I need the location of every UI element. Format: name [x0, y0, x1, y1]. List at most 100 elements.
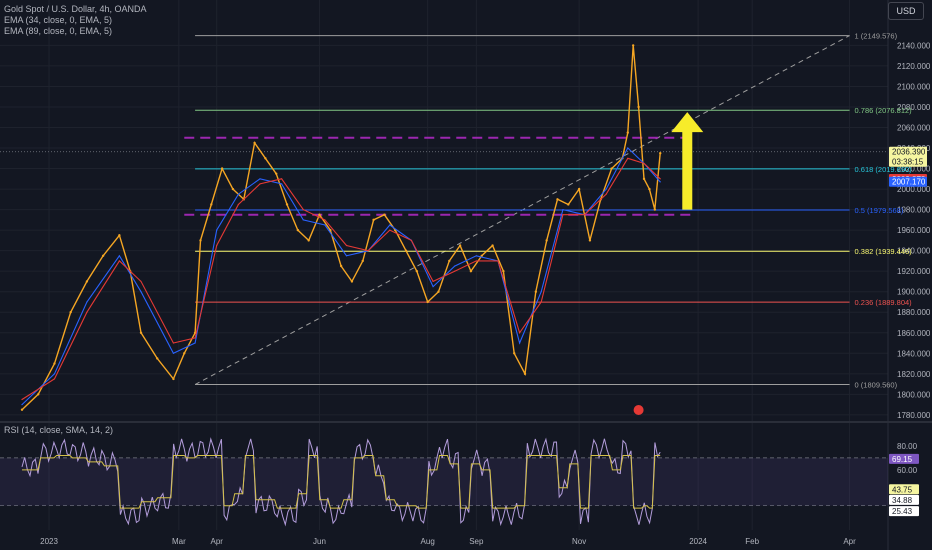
ema89-series-point [259, 183, 261, 185]
ema34-series-point [86, 301, 88, 303]
price-series-point [101, 254, 105, 257]
price-series-point [631, 44, 635, 47]
price-series-point [210, 203, 213, 206]
fib-level-label: 1 (2149.576) [855, 32, 898, 41]
price-series-point [637, 105, 640, 109]
price-series-point [426, 300, 429, 304]
ema34-series-point [118, 255, 120, 257]
price-series-point [264, 157, 267, 160]
y-tick-label: 2140.000 [897, 41, 931, 50]
price-series-point [53, 362, 56, 365]
ema89-series-point [172, 342, 175, 344]
price-series [21, 45, 661, 411]
ema89-series-point [410, 239, 413, 241]
price-series-point [372, 218, 375, 222]
ema34-series-point [140, 291, 142, 293]
ema89-series-point [432, 280, 434, 283]
ema34-series-point [259, 178, 261, 180]
fib-level-label: 0.236 (1889.804) [855, 298, 913, 307]
ema34-legend: EMA (34, close, 0, EMA, 5) [4, 15, 113, 25]
ema34-series [21, 147, 661, 405]
ema89-series-point [21, 398, 23, 401]
price-series-point [199, 239, 202, 242]
price-series-point [118, 234, 121, 237]
x-tick-label: Sep [469, 537, 484, 546]
ema89-series-point [659, 178, 661, 180]
y-tick-label: 1780.000 [897, 411, 931, 420]
x-tick-label: 2023 [40, 537, 58, 546]
price-series-point [556, 198, 559, 201]
ema89-series [21, 157, 661, 400]
ema89-series-point [562, 214, 564, 216]
price-series-point [20, 408, 24, 411]
price-series-point [404, 249, 408, 252]
price-series-point [577, 187, 581, 191]
fib-level-label: 0.786 (2076.812) [855, 106, 913, 115]
event-marker-icon [633, 405, 644, 415]
ema89-series-point [497, 260, 499, 262]
x-tick-label: Jun [313, 537, 326, 546]
fib-level-label: 0.382 (1939.446) [855, 247, 913, 256]
ema89-series-point [345, 244, 348, 247]
fib-level-label: 0.618 (2019.690) [855, 165, 913, 174]
price-series-point [642, 177, 646, 181]
ema89-series-point [86, 311, 88, 313]
ema89-series-point [643, 162, 645, 165]
ema34-series-point [562, 209, 564, 211]
price-series-point [545, 239, 548, 242]
ema34-series-point [540, 291, 542, 293]
price-series-point [448, 259, 451, 263]
price-series-point [285, 203, 289, 206]
y-tick-label: 2120.000 [897, 62, 931, 71]
symbol-title: Gold Spot / U.S. Dollar, 4h, OANDA [4, 4, 147, 14]
ema89-series-point [627, 157, 629, 159]
price-series-point [458, 244, 462, 247]
x-tick-label: Aug [421, 537, 435, 546]
price-series-point [513, 352, 516, 355]
ema34-series-point [475, 255, 477, 257]
ema89-series-point [216, 244, 218, 247]
x-tick-label: Feb [745, 537, 759, 546]
ema89-series-point [194, 337, 196, 339]
price-series-point [156, 357, 159, 360]
price-series-point [85, 280, 89, 283]
rsi-badge-text: 25.43 [892, 507, 913, 516]
ema89-series-point [540, 301, 542, 303]
fib-level-label: 0 (1809.560) [855, 381, 898, 390]
y-tick-label: 1980.000 [897, 206, 931, 215]
y-tick-label: 1920.000 [897, 267, 931, 276]
ema34-series-point [519, 342, 521, 344]
x-tick-label: 2024 [689, 537, 707, 546]
y-tick-label: 1960.000 [897, 226, 931, 235]
rsi-badge-text: 69.15 [892, 455, 913, 464]
price-series-point [329, 228, 332, 232]
rsi-band [0, 457, 888, 506]
fib-level-label: 0.5 (1979.568) [855, 206, 904, 215]
price-series-point [296, 228, 300, 232]
price-series-point [534, 290, 538, 293]
ema34-series-point [627, 147, 629, 149]
ema34-series-point [53, 373, 56, 375]
ema89-series-point [302, 209, 304, 211]
price-series-point [659, 151, 662, 155]
rsi-tick-label: 60.00 [897, 466, 918, 475]
ema89-series-point [140, 280, 142, 283]
price-series-point [469, 269, 473, 273]
ema89-series-point [281, 178, 283, 180]
price-series-point [231, 187, 235, 191]
price-series-point [523, 372, 527, 376]
x-tick-label: Apr [210, 537, 223, 546]
y-tick-label: 1820.000 [897, 370, 931, 379]
y-tick-label: 1840.000 [897, 349, 931, 358]
price-series-point [350, 280, 354, 283]
price-series-point [361, 259, 364, 263]
currency-button[interactable]: USD [888, 2, 924, 20]
x-tick-label: Apr [843, 537, 856, 546]
price-series-point [253, 141, 256, 145]
y-tick-label: 1900.000 [897, 288, 931, 297]
price-badge-text: 2036.390 [892, 148, 926, 157]
price-series-point [318, 213, 321, 216]
price-series-point [139, 331, 143, 334]
rsi-legend: RSI (14, close, SMA, 14, 2) [4, 425, 114, 435]
